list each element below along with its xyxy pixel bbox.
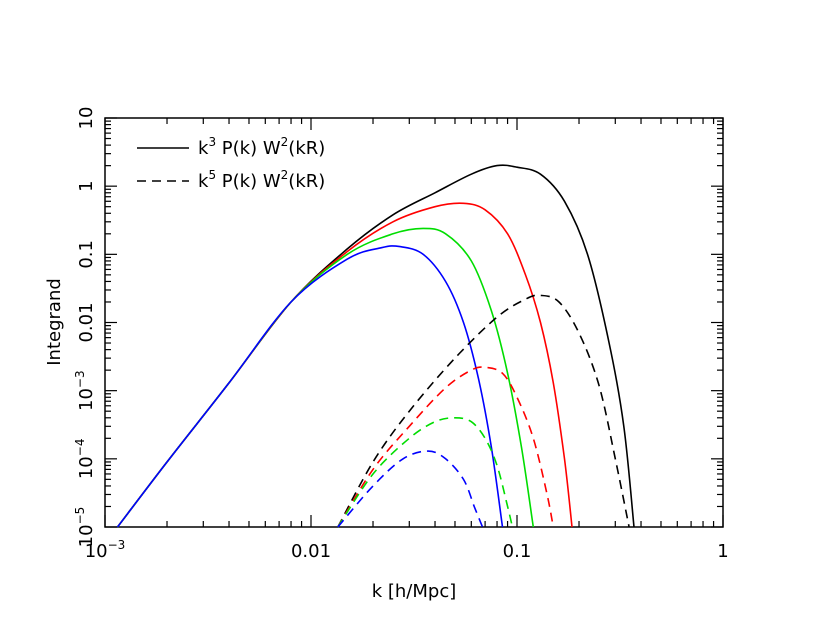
y-tick-label: 10−4 xyxy=(73,439,97,480)
y-ticks xyxy=(105,117,723,528)
series-layer xyxy=(116,164,635,528)
y-tick-labels: 10−5 10−4 10−3 0.01 0.1 1 10 xyxy=(73,107,97,548)
y-axis-title: Integrand xyxy=(44,278,65,366)
series-line-4 xyxy=(116,245,504,528)
legend-label-dashed: k5 P(k) W2(kR) xyxy=(198,168,325,192)
series-line-5 xyxy=(337,294,630,528)
series-line-8 xyxy=(337,450,484,528)
x-tick-label: 0.1 xyxy=(503,541,532,562)
x-axis-title: k [h/Mpc] xyxy=(372,581,457,602)
y-tick-label: 10−5 xyxy=(73,507,97,548)
x-tick-label: 0.01 xyxy=(291,541,331,562)
y-tick-label: 0.1 xyxy=(76,240,97,269)
y-tick-label: 0.01 xyxy=(76,302,97,342)
y-tick-label: 10 xyxy=(76,107,97,130)
legend-label-solid: k3 P(k) W2(kR) xyxy=(198,135,325,159)
series-line-7 xyxy=(337,416,514,528)
series-line-1 xyxy=(116,164,635,528)
legend: k3 P(k) W2(kR) k5 P(k) W2(kR) xyxy=(137,135,325,192)
x-tick-labels: 10−3 0.01 0.1 1 xyxy=(85,538,729,562)
y-tick-label: 1 xyxy=(76,180,97,191)
x-tick-label: 1 xyxy=(717,541,728,562)
x-tick-label: 10−3 xyxy=(85,538,126,562)
y-tick-label: 10−3 xyxy=(73,370,97,411)
